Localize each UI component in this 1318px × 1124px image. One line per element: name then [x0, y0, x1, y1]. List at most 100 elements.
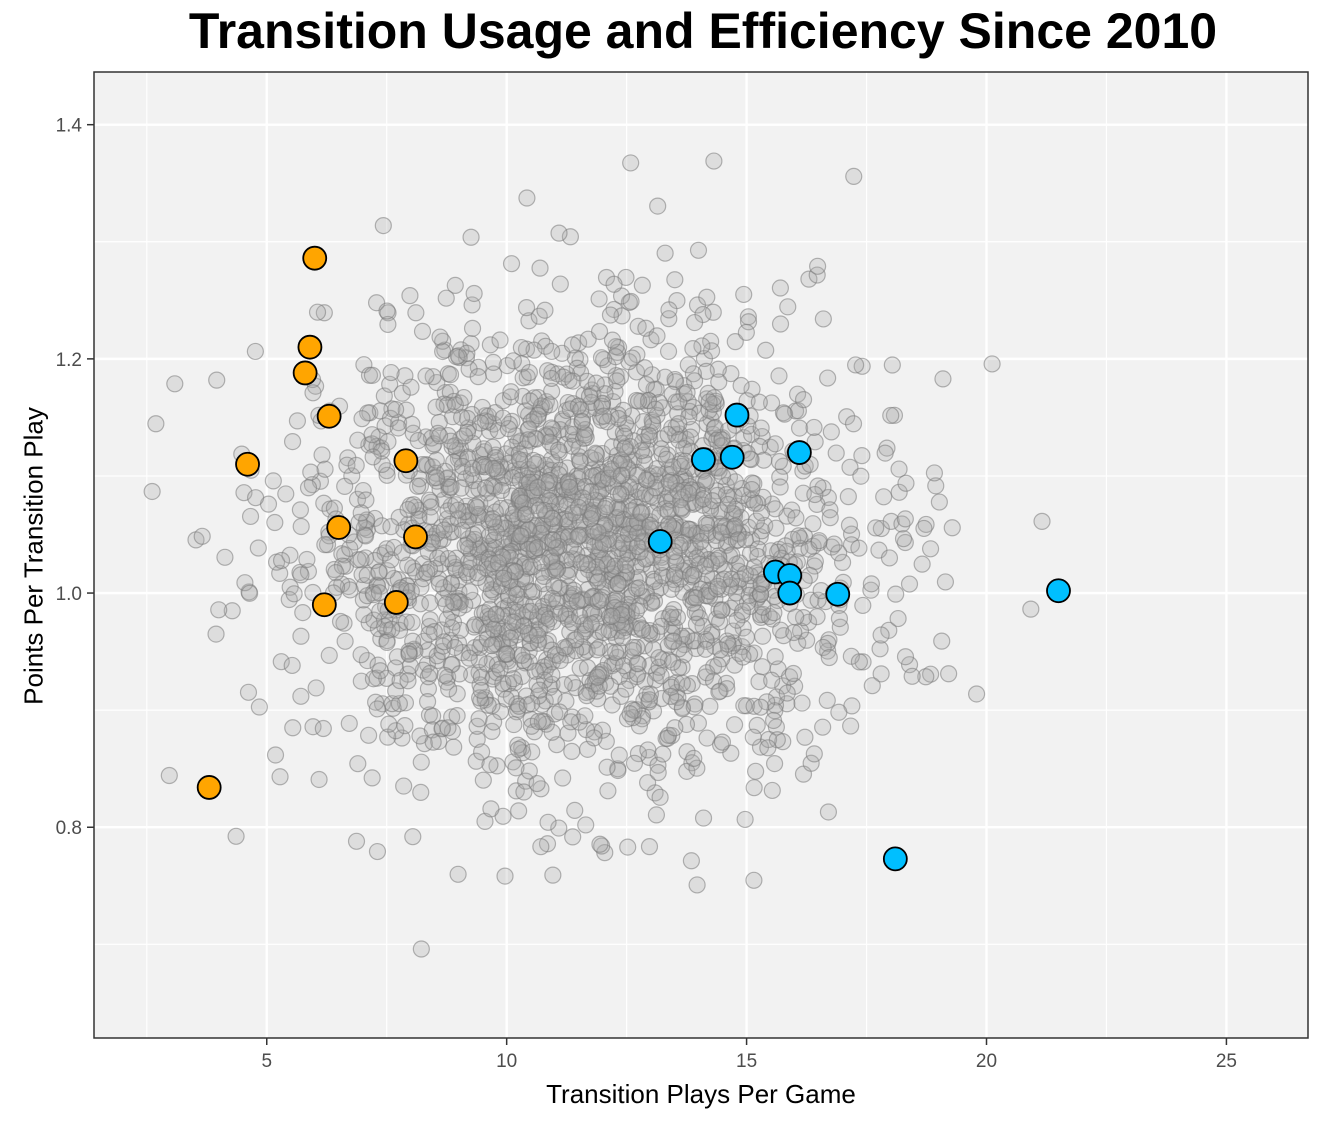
background-point — [708, 431, 726, 449]
background-point — [732, 376, 750, 395]
background-point — [482, 800, 500, 818]
background-point — [747, 512, 765, 530]
background-point — [622, 154, 640, 172]
background-point — [455, 388, 473, 407]
background-point — [379, 433, 397, 451]
background-point — [365, 611, 383, 629]
background-point — [623, 349, 641, 367]
background-point — [369, 620, 388, 638]
background-point — [608, 372, 626, 390]
background-point — [588, 641, 606, 659]
background-point — [709, 577, 727, 595]
background-point — [587, 374, 605, 392]
background-point — [736, 810, 754, 829]
background-point — [624, 642, 642, 660]
background-point — [407, 304, 425, 322]
background-point — [445, 453, 463, 471]
background-point — [513, 646, 531, 664]
background-point — [542, 369, 561, 388]
background-point — [471, 414, 490, 432]
background-point — [465, 284, 483, 303]
background-point — [853, 447, 871, 465]
background-point — [889, 609, 907, 628]
background-point — [421, 664, 439, 682]
background-point — [502, 255, 521, 273]
orange-point — [403, 524, 428, 550]
background-point — [680, 520, 698, 538]
background-point — [521, 392, 539, 410]
background-point — [863, 677, 881, 695]
background-point — [551, 651, 569, 670]
background-point — [656, 368, 674, 386]
background-point — [591, 591, 610, 609]
background-point — [647, 806, 666, 824]
background-point — [430, 427, 449, 445]
background-point — [692, 532, 710, 551]
background-point — [582, 615, 600, 633]
background-point — [336, 477, 354, 495]
background-point — [599, 782, 617, 800]
background-point — [595, 407, 613, 425]
background-point — [629, 745, 648, 763]
background-point — [531, 259, 549, 277]
background-point — [887, 585, 905, 603]
background-point — [383, 620, 401, 638]
background-point — [355, 605, 373, 624]
background-point — [294, 604, 312, 622]
background-point — [745, 779, 763, 797]
background-point — [363, 426, 381, 444]
background-point — [449, 501, 467, 519]
background-point — [710, 502, 728, 520]
background-point — [890, 483, 908, 501]
background-point — [470, 710, 488, 728]
background-point — [543, 382, 561, 400]
background-point — [374, 216, 392, 235]
background-point — [666, 271, 684, 289]
background-point — [393, 384, 411, 402]
background-point — [492, 481, 510, 500]
background-point — [830, 544, 848, 562]
background-point — [917, 668, 935, 686]
background-point — [450, 665, 469, 683]
background-point — [443, 708, 461, 726]
background-point — [615, 657, 633, 675]
background-point — [555, 639, 573, 657]
background-point — [896, 510, 914, 528]
background-point — [545, 687, 563, 706]
background-point — [460, 552, 478, 571]
background-point — [771, 315, 790, 333]
background-point — [504, 352, 522, 370]
background-point — [379, 315, 397, 334]
background-point — [770, 452, 789, 471]
background-point — [502, 383, 520, 401]
background-point — [757, 341, 775, 359]
background-point — [739, 313, 758, 331]
background-point — [539, 813, 557, 831]
background-point — [854, 596, 872, 615]
background-point — [357, 491, 375, 509]
background-point — [621, 705, 639, 723]
background-point — [719, 495, 737, 514]
background-point — [562, 713, 580, 731]
background-point — [659, 425, 677, 444]
background-point — [578, 556, 597, 574]
background-point — [753, 658, 771, 676]
background-point — [654, 745, 672, 763]
background-point — [542, 419, 560, 437]
background-point — [622, 292, 640, 311]
background-point — [752, 419, 770, 437]
background-point — [543, 589, 562, 608]
background-point — [347, 456, 365, 474]
background-point — [738, 593, 757, 612]
background-point — [925, 464, 944, 482]
background-point — [689, 241, 708, 259]
background-point — [673, 674, 691, 692]
background-point — [373, 517, 391, 535]
background-point — [438, 610, 456, 628]
background-point — [684, 340, 702, 358]
background-point — [659, 502, 677, 520]
background-point — [396, 717, 414, 735]
background-point — [378, 466, 396, 484]
orange-point — [196, 775, 222, 800]
background-point — [427, 398, 445, 416]
